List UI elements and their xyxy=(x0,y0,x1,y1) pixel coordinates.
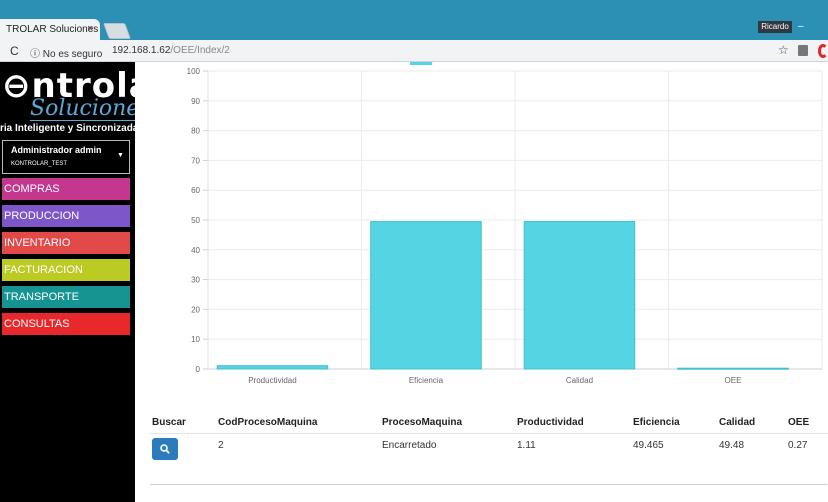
y-tick-label: 10 xyxy=(191,335,200,344)
cell-eficiencia: 49.465 xyxy=(633,440,664,451)
logo-circle-icon: ⊖ xyxy=(2,66,32,106)
user-name: Administrador admin xyxy=(11,145,102,155)
sidebar: ⊖ntrolar Soluciones ria Inteligente y Si… xyxy=(0,62,135,502)
security-indicator[interactable]: ⓘ No es seguro xyxy=(30,49,103,60)
x-tick-label-productividad: Productividad xyxy=(248,376,296,385)
y-tick-label: 30 xyxy=(191,276,200,285)
profile-badge[interactable]: Ricardo xyxy=(758,21,792,33)
tab-strip: TROLAR Soluciones × Ricardo – xyxy=(0,0,828,41)
menu-item-facturacion[interactable]: FACTURACION xyxy=(2,259,130,281)
y-tick-label: 90 xyxy=(191,97,200,106)
menu-item-consultas[interactable]: CONSULTAS xyxy=(2,313,130,335)
menu-item-transporte[interactable]: TRANSPORTE xyxy=(2,286,130,308)
y-tick-label: 60 xyxy=(191,186,200,195)
bar-eficiencia xyxy=(370,221,482,370)
url-field[interactable]: 192.168.1.62/OEE/Index/2 xyxy=(112,45,230,56)
reload-icon[interactable]: C xyxy=(10,44,19,58)
search-button[interactable] xyxy=(152,438,178,460)
header-buscar: Buscar xyxy=(152,417,186,428)
star-icon[interactable]: ☆ xyxy=(778,43,789,57)
y-tick-label: 20 xyxy=(191,305,200,314)
bar-productividad xyxy=(216,365,329,370)
x-tick-label-oee: OEE xyxy=(725,376,742,385)
cell-oee: 0.27 xyxy=(788,440,808,451)
logo-text: ntrolar xyxy=(31,66,136,106)
cell-productividad: 1.11 xyxy=(517,440,536,451)
x-tick-label-eficiencia: Eficiencia xyxy=(409,376,444,385)
new-tab-button[interactable] xyxy=(103,23,131,39)
oee-bar-chart: 0 10 20 30 40 50 60 70 80 90 100 Productividad Efici… xyxy=(187,62,823,385)
y-tick-label: 80 xyxy=(191,127,200,136)
cell-cod: 2 xyxy=(218,440,224,451)
menu-item-produccion[interactable]: PRODUCCION xyxy=(2,205,130,227)
user-menu[interactable]: Administrador admin KONTROLAR_TEST ▼ xyxy=(2,140,130,174)
y-tick-label: 0 xyxy=(196,365,201,374)
tab-close-icon[interactable]: × xyxy=(87,23,94,35)
cell-calidad: 49.48 xyxy=(719,440,745,451)
header-procesomaquina: ProcesoMaquina xyxy=(382,417,463,428)
header-productividad: Productividad xyxy=(517,417,584,428)
url-path: /OEE/Index/2 xyxy=(170,45,230,56)
cell-proceso: Encarretado xyxy=(382,440,437,451)
table-divider xyxy=(150,433,828,434)
user-company: KONTROLAR_TEST xyxy=(11,161,68,167)
y-tick-label: 100 xyxy=(187,67,201,76)
search-icon xyxy=(160,444,170,454)
y-tick-label: 70 xyxy=(191,156,200,165)
header-eficiencia: Eficiencia xyxy=(633,417,680,428)
header-calidad: Calidad xyxy=(719,417,756,428)
logo: ⊖ntrolar xyxy=(2,66,135,106)
address-bar: C ⓘ No es seguro 192.168.1.62/OEE/Index/… xyxy=(0,40,828,62)
tab-title: TROLAR Soluciones xyxy=(6,24,99,35)
extension-icon[interactable] xyxy=(798,45,808,56)
url-host: 192.168.1.62 xyxy=(112,45,171,56)
bar-calidad xyxy=(523,221,636,370)
legend-swatch xyxy=(410,62,432,65)
tagline: ria Inteligente y Sincronizada xyxy=(0,123,135,134)
menu-item-inventario[interactable]: INVENTARIO xyxy=(2,232,130,254)
menu-item-compras[interactable]: COMPRAS xyxy=(2,178,130,200)
x-tick-label-calidad: Calidad xyxy=(566,376,593,385)
header-codprocesomaquina: CodProcesoMaquina xyxy=(218,417,318,428)
logo-subtitle: Soluciones xyxy=(30,96,135,121)
header-oee: OEE xyxy=(788,417,810,428)
minimize-button[interactable]: – xyxy=(798,21,804,32)
y-tick-label: 50 xyxy=(191,216,200,225)
chevron-down-icon: ▼ xyxy=(117,152,124,159)
y-tick-label: 40 xyxy=(191,246,200,255)
browser-tab[interactable]: TROLAR Soluciones × xyxy=(0,19,100,41)
table-bottom-border xyxy=(150,484,828,485)
bar-oee xyxy=(677,367,789,370)
opera-extension-icon[interactable] xyxy=(818,44,828,58)
